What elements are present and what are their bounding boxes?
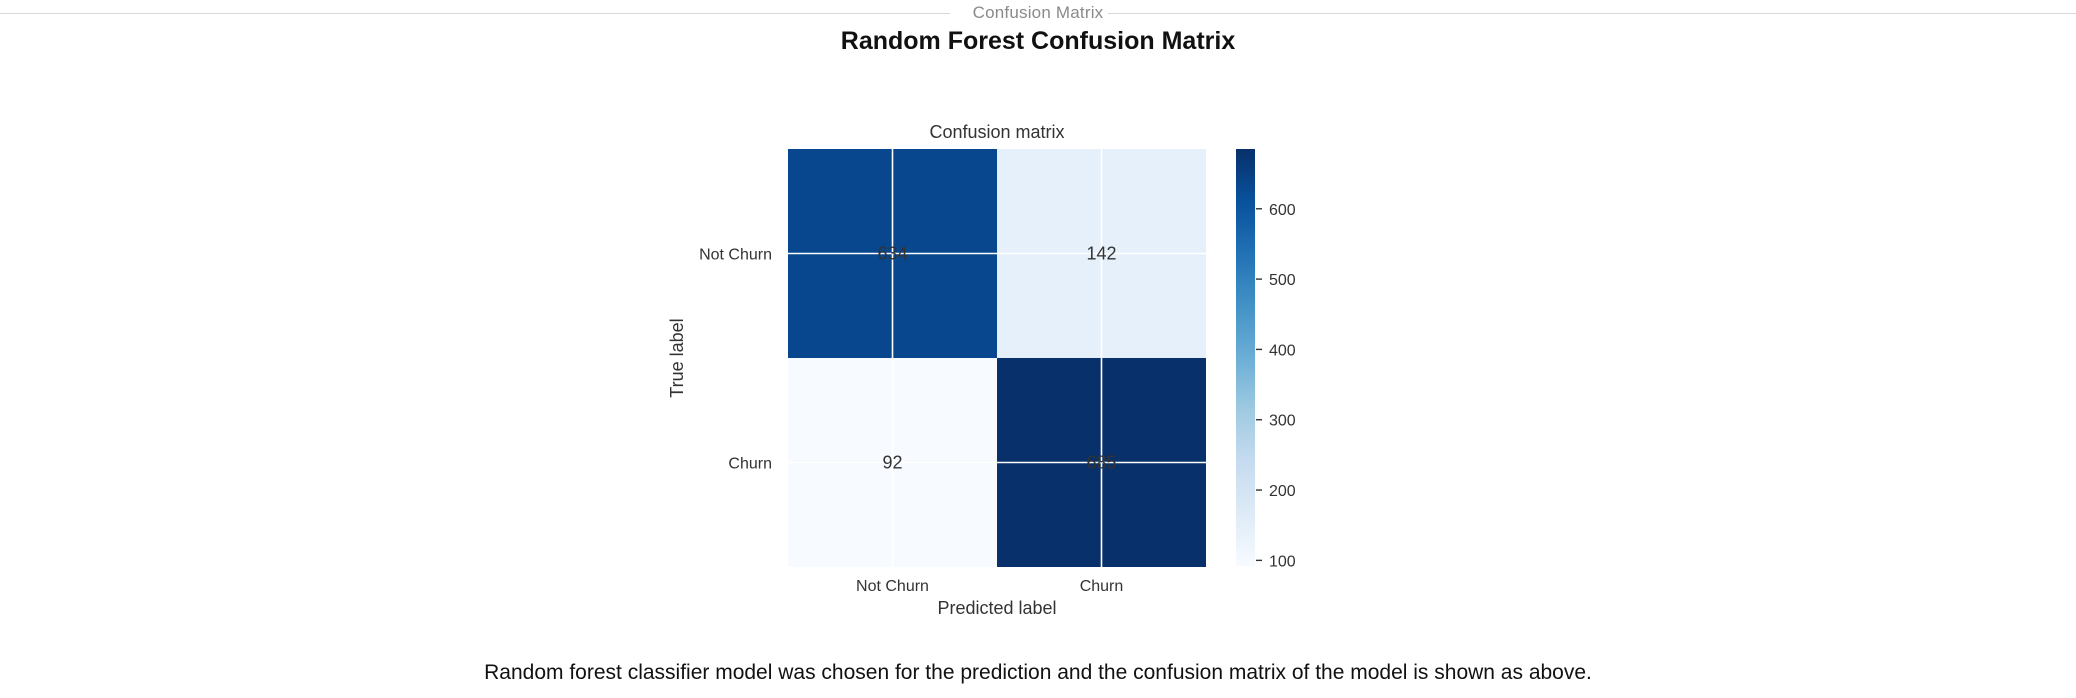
cell-value-label: 685 <box>1086 452 1116 472</box>
colorbar <box>1236 149 1255 566</box>
colorbar-tick-label: 100 <box>1269 553 1296 570</box>
x-axis-label: Predicted label <box>937 598 1056 618</box>
cell-value-label: 92 <box>882 452 902 472</box>
cell-value-label: 142 <box>1086 243 1116 263</box>
section-divider-left <box>0 13 950 14</box>
y-tick-label: Not Churn <box>699 247 772 264</box>
cell-value-label: 634 <box>877 243 907 263</box>
x-tick-label: Not Churn <box>856 578 929 595</box>
section-divider-right <box>1108 13 2076 14</box>
colorbar-tick-label: 400 <box>1269 342 1296 359</box>
colorbar-tick-label: 500 <box>1269 272 1296 289</box>
y-tick-label: Churn <box>728 456 772 473</box>
colorbar-tick-label: 200 <box>1269 483 1296 500</box>
y-axis-label: True label <box>667 318 687 397</box>
chart-caption: Random forest classifier model was chose… <box>484 661 1592 684</box>
section-label: Confusion Matrix <box>972 3 1104 22</box>
x-tick-label: Churn <box>1080 578 1124 595</box>
colorbar-tick-label: 300 <box>1269 413 1296 430</box>
colorbar-tick-label: 600 <box>1269 202 1296 219</box>
page-title: Random Forest Confusion Matrix <box>840 27 1236 55</box>
chart-title: Confusion matrix <box>929 122 1064 142</box>
